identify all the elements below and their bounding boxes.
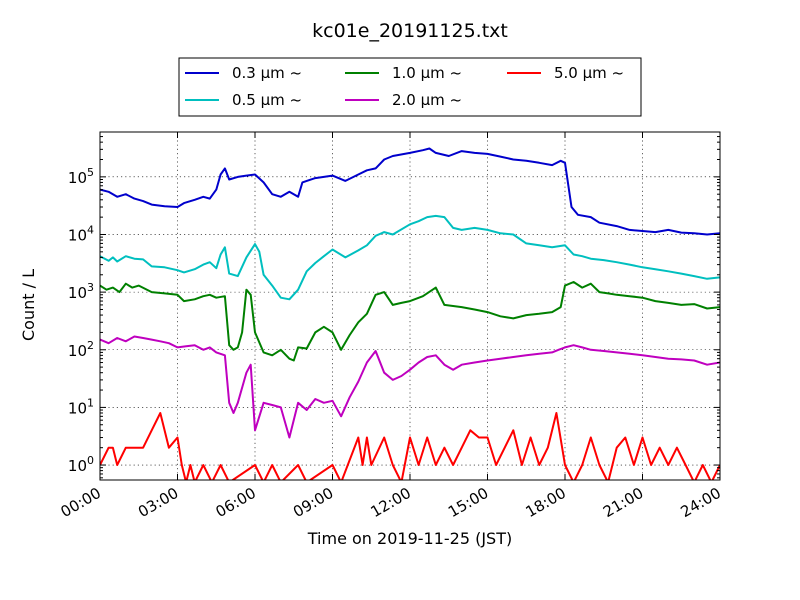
series-line-1: [100, 214, 720, 301]
y-tick-label-exponent: 2: [87, 339, 94, 352]
legend-label-2: 1.0 µm ~: [392, 64, 462, 82]
x-tick-label: 09:00: [290, 484, 336, 521]
y-axis-label: Count / L: [19, 269, 38, 341]
x-tick-label: 15:00: [445, 484, 491, 521]
x-axis-ticks: 00:00 03:00 06:00 09:00 12:00 15:00 18:00 21:00…: [58, 132, 724, 521]
y-tick-label-base: 10: [68, 226, 87, 244]
grid: [99, 132, 721, 480]
legend: 0.3 µm ~ 0.5 µm ~ 1.0 µm ~ 2.0 µm ~ 5.0 µm ~: [178, 57, 642, 117]
series-line-0: [100, 147, 720, 236]
y-tick-label: 100: [68, 454, 94, 475]
y-tick-label-base: 10: [68, 284, 87, 302]
legend-box: [178, 57, 642, 117]
series-line-3: [100, 335, 720, 439]
y-tick-label-exponent: 4: [87, 223, 94, 236]
y-tick-label: 102: [68, 339, 94, 360]
plot-frame: [99, 131, 721, 481]
x-axis-label: Time on 2019-11-25 (JST): [307, 529, 512, 548]
legend-label-1: 0.5 µm ~: [232, 91, 302, 109]
x-tick-label: 06:00: [213, 484, 259, 521]
x-tick-label: 18:00: [523, 484, 569, 521]
chart-title: kc01e_20191125.txt: [312, 20, 508, 42]
x-tick-label: 24:00: [678, 484, 724, 521]
x-tick-label: 21:00: [600, 484, 646, 521]
y-tick-label-base: 10: [68, 342, 87, 360]
y-tick-label: 101: [68, 396, 94, 417]
y-tick-label-base: 10: [68, 457, 87, 475]
y-tick-label-exponent: 1: [87, 396, 94, 409]
y-tick-label: 103: [68, 281, 94, 302]
x-tick-label: 12:00: [368, 484, 414, 521]
y-tick-label-exponent: 3: [87, 281, 94, 294]
series-layer: [100, 147, 720, 480]
x-tick-label: 03:00: [135, 484, 181, 521]
y-tick-label-exponent: 0: [87, 454, 94, 467]
legend-label-3: 2.0 µm ~: [392, 91, 462, 109]
series-line-4: [100, 412, 720, 480]
y-tick-label: 105: [68, 166, 94, 187]
y-tick-label: 104: [68, 223, 94, 244]
y-tick-label-base: 10: [68, 169, 87, 187]
axes: [99, 131, 721, 481]
legend-label-0: 0.3 µm ~: [232, 64, 302, 82]
series-line-2: [100, 281, 720, 362]
x-tick-label: 00:00: [58, 484, 104, 521]
y-tick-label-exponent: 5: [87, 166, 94, 179]
y-tick-label-base: 10: [68, 399, 87, 417]
legend-label-4: 5.0 µm ~: [554, 64, 624, 82]
